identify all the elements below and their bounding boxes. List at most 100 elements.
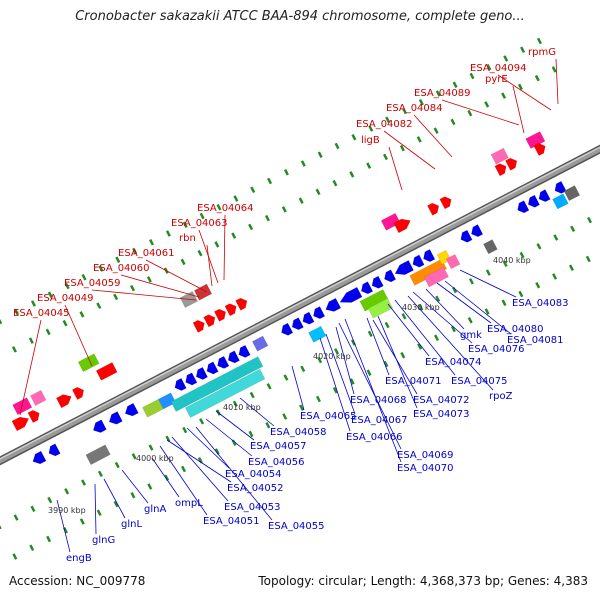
leader-line: [325, 333, 356, 415]
tick-dot: [366, 369, 372, 376]
leader-line: [555, 58, 559, 105]
reverse-gene-label: ESA_04065: [300, 411, 357, 422]
tick-label: 4010 kbp: [223, 403, 261, 412]
tick-dot: [450, 118, 456, 126]
reverse-gene-label: ESA_04058: [270, 427, 327, 438]
tick-dot: [148, 444, 154, 451]
tick-dot: [216, 204, 222, 211]
leader-line: [215, 410, 255, 441]
tick-label: 4030 kbp: [402, 303, 440, 312]
tick-dot: [502, 260, 508, 268]
leader-line: [444, 280, 512, 335]
reverse-gene-label: gmk: [460, 330, 482, 341]
tick-dot: [267, 177, 273, 185]
tick-dot: [467, 109, 473, 117]
tick-dot: [501, 299, 507, 306]
tick-dot: [349, 171, 355, 178]
tick-dot: [585, 255, 591, 263]
gene-feature: [224, 303, 237, 317]
leader-line: [388, 146, 403, 191]
tick-dot: [28, 337, 34, 344]
tick-dot: [214, 241, 220, 248]
tick-dot: [266, 383, 272, 390]
tick-dot: [149, 239, 155, 246]
tick-dot: [64, 282, 70, 290]
reverse-gene-label: ESA_04056: [248, 457, 305, 468]
reverse-gene-label: ESA_04073: [413, 409, 470, 420]
tick-dot: [402, 107, 408, 115]
tick-dot: [47, 496, 53, 504]
reverse-gene-label: ESA_04070: [397, 463, 454, 474]
tick-dot: [552, 273, 558, 280]
leader-line: [459, 269, 517, 298]
tick-dot: [181, 465, 187, 473]
gene-feature: [302, 311, 315, 325]
gene-feature: [427, 202, 440, 216]
leader-line: [425, 288, 465, 330]
leader-line: [344, 318, 402, 463]
tick-dot: [467, 317, 473, 324]
tick-dot: [114, 461, 120, 469]
forward-gene-label: ESA_04060: [93, 263, 150, 274]
leader-line: [56, 499, 71, 553]
tick-dot: [130, 284, 136, 292]
gene-feature: [48, 443, 61, 457]
reverse-gene-label: ESA_04057: [250, 441, 307, 452]
forward-gene-label: ESA_04094: [470, 63, 527, 74]
tick-dot: [199, 212, 205, 220]
gene-feature: [563, 185, 581, 202]
tick-dot: [517, 83, 523, 91]
tick-dot: [332, 387, 338, 394]
tick-dot: [484, 308, 490, 315]
reverse-gene-label: ESA_04052: [227, 483, 284, 494]
tick-dot: [551, 66, 557, 73]
gene-feature: [371, 275, 384, 289]
leader-line: [103, 478, 126, 519]
forward-gene-label: ESA_04059: [64, 278, 121, 289]
reverse-gene-label: ESA_04054: [225, 469, 282, 480]
gene-feature: [77, 353, 100, 373]
gene-feature: [538, 189, 551, 203]
leader-line: [19, 319, 42, 416]
tick-dot: [197, 249, 203, 257]
tick-dot: [283, 169, 289, 176]
leader-line: [145, 259, 208, 293]
tick-dot: [249, 391, 255, 399]
reverse-gene-label: ESA_04069: [397, 450, 454, 461]
reverse-gene-label: engB: [66, 553, 92, 564]
tick-dot: [248, 430, 254, 438]
gene-feature: [27, 410, 40, 423]
forward-gene-label: ESA_04064: [197, 203, 254, 214]
tick-dot: [248, 223, 254, 231]
gene-feature: [423, 266, 449, 288]
tick-dot: [299, 404, 305, 411]
tick-dot: [283, 374, 289, 381]
leader-line: [198, 229, 219, 284]
gene-feature: [527, 194, 540, 208]
gene-feature: [108, 411, 123, 425]
gene-feature: [394, 260, 414, 276]
tick-dot: [298, 197, 304, 204]
tick-dot: [484, 101, 490, 108]
tick-dot: [131, 453, 137, 460]
tick-dot: [300, 365, 306, 373]
tick-dot: [367, 330, 373, 338]
tick-dot: [368, 125, 374, 132]
tick-dot: [416, 136, 422, 143]
gene-feature: [238, 344, 251, 358]
leader-line: [335, 326, 355, 395]
tick-dot: [384, 321, 390, 329]
tick-dot: [165, 435, 171, 443]
tick-dot: [265, 422, 271, 429]
tick-dot: [417, 343, 423, 350]
leader-line: [94, 483, 97, 535]
gene-feature: [525, 131, 546, 149]
gene-feature: [206, 361, 219, 375]
gene-feature: [55, 394, 72, 409]
tick-dot: [46, 535, 52, 543]
reverse-gene-label: ESA_04068: [350, 395, 407, 406]
leader-line: [171, 436, 229, 502]
gene-feature: [490, 147, 509, 165]
tick-label: 4000 kbp: [136, 454, 174, 463]
